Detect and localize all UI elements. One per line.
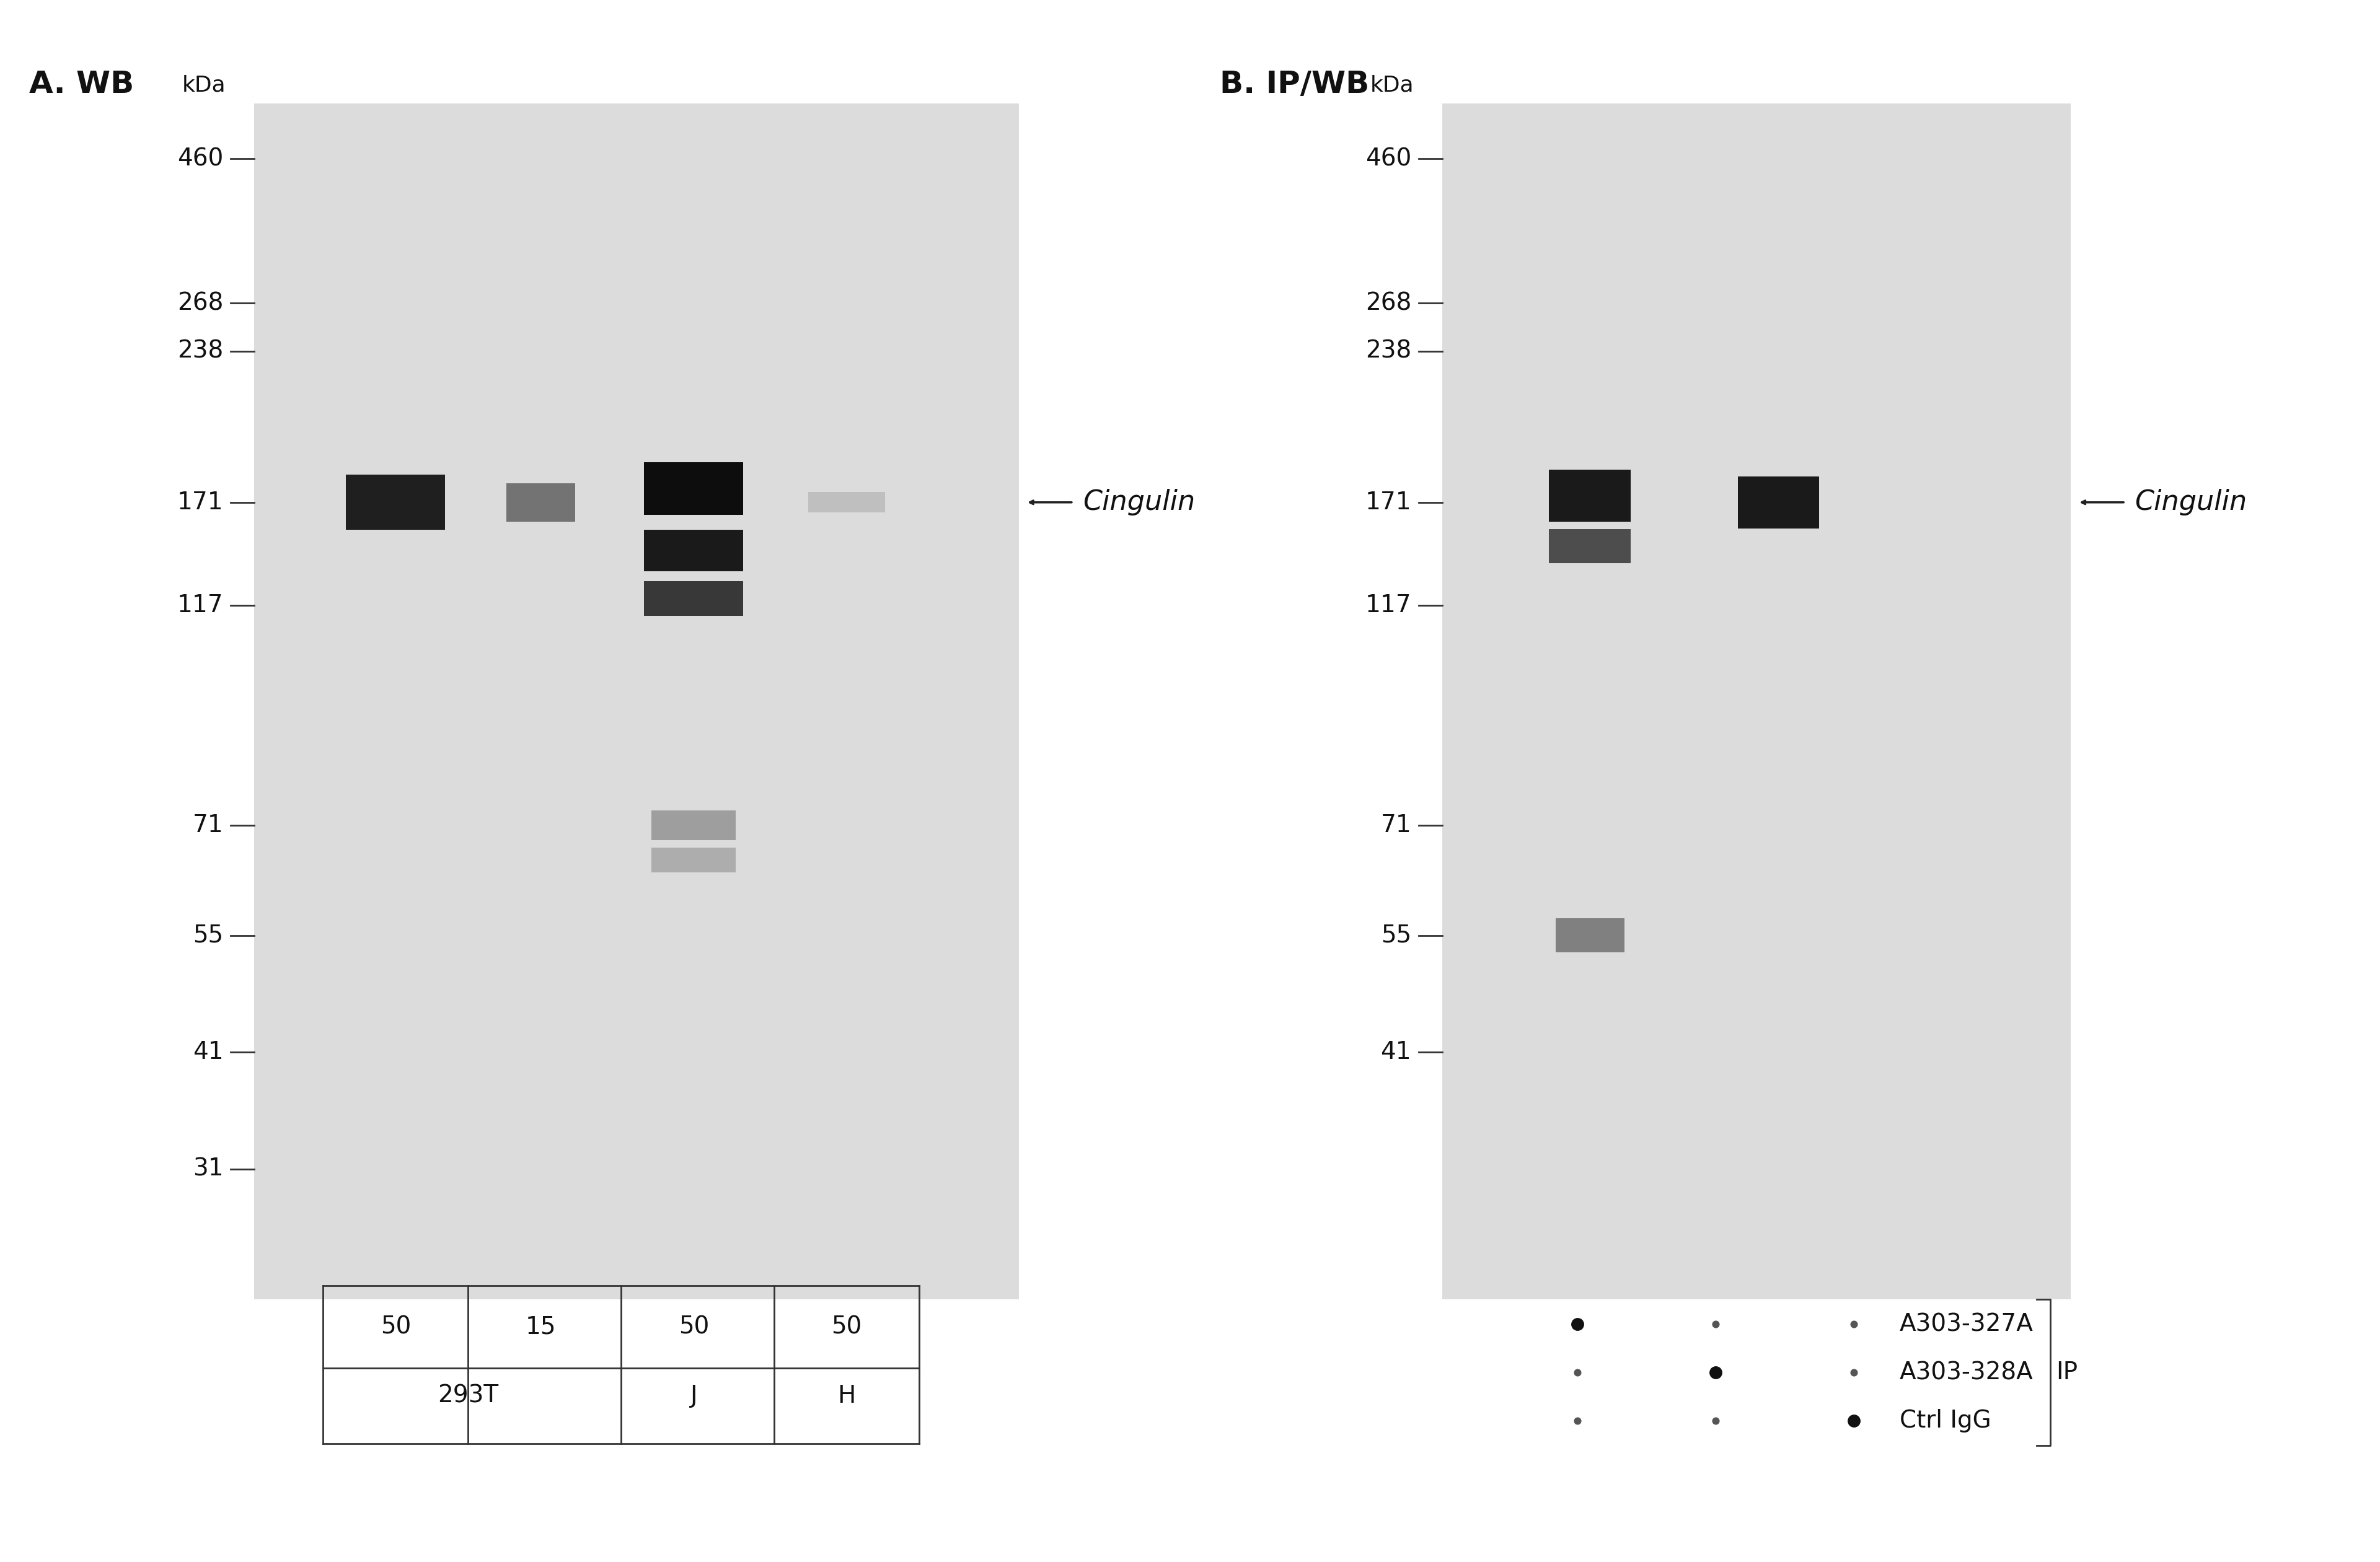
Bar (645, 530, 743, 572)
Text: 117: 117 (176, 594, 224, 617)
Text: 41: 41 (193, 1040, 224, 1064)
Text: 31: 31 (193, 1157, 224, 1181)
Text: J: J (690, 1384, 697, 1407)
Bar (345, 475, 445, 530)
Bar (255, 103, 1019, 1300)
Text: A. WB: A. WB (29, 69, 133, 98)
Text: 460: 460 (176, 147, 224, 170)
Text: 268: 268 (176, 291, 224, 316)
Text: 71: 71 (193, 814, 224, 837)
Text: 268: 268 (1366, 291, 1411, 316)
Bar (645, 462, 743, 515)
Bar (1737, 476, 1818, 528)
Text: 293T: 293T (438, 1384, 500, 1407)
Text: B. IP/WB: B. IP/WB (1219, 69, 1368, 98)
Text: 50: 50 (381, 1315, 412, 1339)
Text: H: H (838, 1384, 857, 1407)
Text: 238: 238 (1366, 339, 1411, 362)
Text: 55: 55 (193, 923, 224, 947)
Text: 50: 50 (831, 1315, 862, 1339)
Text: 15: 15 (526, 1315, 557, 1339)
Text: kDa: kDa (1371, 75, 1414, 95)
Text: 117: 117 (1366, 594, 1411, 617)
Bar (809, 492, 885, 512)
Text: kDa: kDa (181, 75, 226, 95)
Text: 55: 55 (1380, 923, 1411, 947)
Text: 460: 460 (1366, 147, 1411, 170)
Bar (1549, 530, 1630, 564)
Text: Cingulin: Cingulin (1083, 489, 1195, 515)
Text: 71: 71 (1380, 814, 1411, 837)
Bar (652, 811, 735, 840)
Bar (652, 847, 735, 872)
Text: 41: 41 (1380, 1040, 1411, 1064)
Text: 50: 50 (678, 1315, 709, 1339)
Text: A303-327A: A303-327A (1899, 1312, 2033, 1336)
Bar (645, 581, 743, 615)
Bar (1549, 469, 1630, 522)
Bar (1442, 103, 2071, 1300)
Bar (1557, 918, 1626, 953)
Text: Cingulin: Cingulin (2135, 489, 2247, 515)
Bar (507, 483, 576, 522)
Text: 171: 171 (1366, 490, 1411, 514)
Text: 238: 238 (176, 339, 224, 362)
Text: Ctrl IgG: Ctrl IgG (1899, 1409, 1992, 1432)
Text: 171: 171 (176, 490, 224, 514)
Text: A303-328A: A303-328A (1899, 1361, 2033, 1384)
Text: IP: IP (2056, 1361, 2078, 1384)
